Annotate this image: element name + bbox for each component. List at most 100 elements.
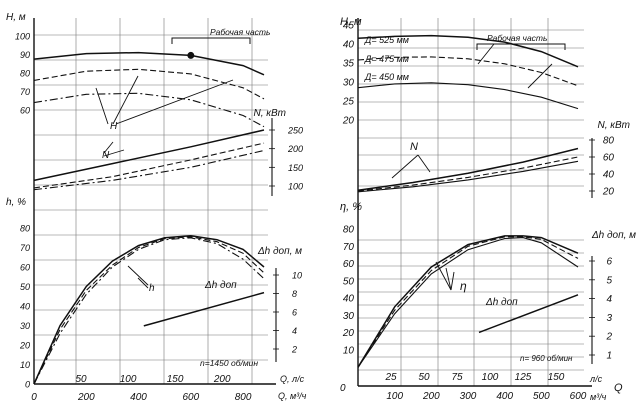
right-origin-label: 0 (340, 383, 346, 394)
r-label-leader (445, 267, 452, 291)
r-npsh-tick-label: 2 (605, 332, 612, 343)
r-efficiency-series-2 (357, 236, 579, 368)
l-label-leader (112, 75, 139, 125)
l-label-leader (95, 87, 109, 125)
left-head-ylabel: H, м (6, 12, 26, 23)
right-diameter-label-2: Д= 475 мм (364, 54, 409, 64)
l-flow-ls-tick: 100 (120, 374, 137, 385)
left-working-part-label: Рабочая часть (210, 27, 270, 37)
r-power-tick-label: 40 (603, 170, 615, 181)
l-flow-m3h-tick: 800 (235, 392, 252, 403)
r-npsh-series-1 (478, 294, 579, 334)
l-flow-m3h-tick: 400 (130, 392, 147, 403)
right-grid (358, 18, 584, 386)
l-npsh-tick-label: 2 (291, 345, 297, 355)
left-pump-chart: 6070809010010015020025001020304050607080… (6, 12, 307, 403)
l-npsh-tick-label: 8 (292, 289, 297, 299)
left-flow-m3h-label: Q, м³/ч (278, 391, 307, 401)
l-efficiency-tick-label: 20 (19, 341, 30, 351)
right-diameter-label-1: Д= 525 мм (364, 35, 409, 45)
r-label-leader (435, 261, 452, 291)
r-power-series-3 (357, 160, 579, 193)
r-efficiency-tick-label: 10 (343, 346, 355, 357)
r-head-series-2 (357, 56, 579, 87)
l-operating-point (187, 51, 195, 59)
r-head-tick-label: 40 (343, 40, 355, 51)
l-label-leader (137, 277, 149, 289)
r-efficiency-series-1 (357, 235, 579, 368)
r-efficiency-tick-label: 60 (343, 259, 355, 270)
r-efficiency-tick-label: 20 (342, 328, 355, 339)
r-flow-ls-tick: 100 (482, 372, 499, 383)
left-npsh-curve-label: Δh доп (204, 280, 237, 291)
l-head-series-2 (33, 68, 265, 100)
l-label-leader (115, 79, 234, 125)
r-head-tick-label: 20 (342, 116, 355, 127)
l-npsh-series-1 (143, 291, 265, 327)
right-curves (357, 34, 579, 368)
r-power-tick-label: 20 (602, 187, 615, 198)
l-npsh-tick-label: 6 (292, 308, 297, 318)
l-npsh-tick-label: 4 (292, 326, 297, 336)
l-label-leader (103, 149, 125, 157)
r-efficiency-tick-label: 30 (343, 311, 355, 322)
r-head-series-1 (357, 34, 579, 68)
l-label-leader (103, 141, 114, 154)
r-npsh-tick-label: 5 (606, 275, 612, 286)
left-efficiency-curve-label: h (149, 283, 155, 294)
r-label-leader (417, 154, 431, 173)
l-head-tick-label: 60 (20, 106, 30, 116)
r-power-tick-label: 60 (603, 153, 615, 164)
r-flow-m3h-tick: 100 (386, 391, 403, 402)
l-efficiency-tick-label: 80 (20, 224, 30, 234)
left-curves (33, 51, 265, 385)
r-flow-ls-tick: 125 (515, 372, 532, 383)
r-flow-m3h-tick: 600 (570, 391, 587, 402)
right-flow-ls-label: л/с (589, 374, 603, 384)
r-npsh-tick-label: 3 (606, 313, 612, 324)
r-label-leader (477, 43, 495, 65)
l-efficiency-tick-label: 50 (20, 282, 30, 292)
left-flow-ls-label: Q, л/с (280, 374, 305, 384)
r-flow-ls-tick: 25 (384, 372, 397, 383)
l-flow-m3h-tick: 0 (31, 392, 37, 403)
l-flow-ls-tick: 200 (213, 374, 231, 385)
l-efficiency-series-2 (33, 236, 265, 385)
l-flow-m3h-tick: 200 (77, 392, 95, 403)
l-power-tick-label: 100 (288, 182, 303, 192)
l-power-tick-label: 200 (287, 144, 303, 154)
r-flow-m3h-tick: 200 (422, 391, 440, 402)
r-npsh-tick-label: 1 (606, 351, 612, 362)
r-efficiency-tick-label: 70 (343, 242, 355, 253)
left-axes (33, 18, 279, 385)
r-npsh-tick-label: 4 (606, 294, 612, 305)
right-tick-labels: 2025303540452040608010203040506070801234… (342, 21, 615, 403)
l-label-leader (127, 265, 149, 286)
l-power-series-2 (33, 142, 265, 189)
l-power-series-1 (33, 129, 265, 182)
right-axes (357, 18, 595, 387)
r-flow-m3h-tick: 400 (496, 391, 513, 402)
l-head-tick-label: 100 (15, 32, 30, 42)
right-diameter-label-3: Д= 450 мм (364, 72, 409, 82)
r-npsh-tick-label: 6 (606, 257, 612, 268)
right-labels: H, м N, кВт η, % Δh доп, м Д= 525 мм Д= … (340, 16, 636, 402)
left-speed-note: n=1450 об/мин (200, 358, 258, 368)
left-grid (34, 18, 268, 384)
l-head-tick-label: 70 (20, 87, 30, 97)
l-head-series-3 (33, 92, 265, 128)
r-head-tick-label: 45 (343, 21, 355, 32)
l-efficiency-series-3 (33, 237, 265, 385)
l-head-tick-label: 80 (20, 69, 30, 79)
r-head-tick-label: 30 (343, 78, 355, 89)
l-flow-ls-tick: 50 (75, 374, 87, 385)
right-speed-note: n= 960 об/мин (520, 354, 573, 363)
r-flow-ls-tick: 150 (548, 372, 565, 383)
r-head-series-3 (357, 82, 579, 110)
r-working-part-bracket (476, 43, 566, 50)
right-flow-m3h-label: м³/ч (590, 392, 607, 402)
right-efficiency-ylabel: η, % (340, 201, 362, 213)
right-q-label: Q (614, 382, 623, 394)
r-power-series-2 (357, 156, 579, 192)
